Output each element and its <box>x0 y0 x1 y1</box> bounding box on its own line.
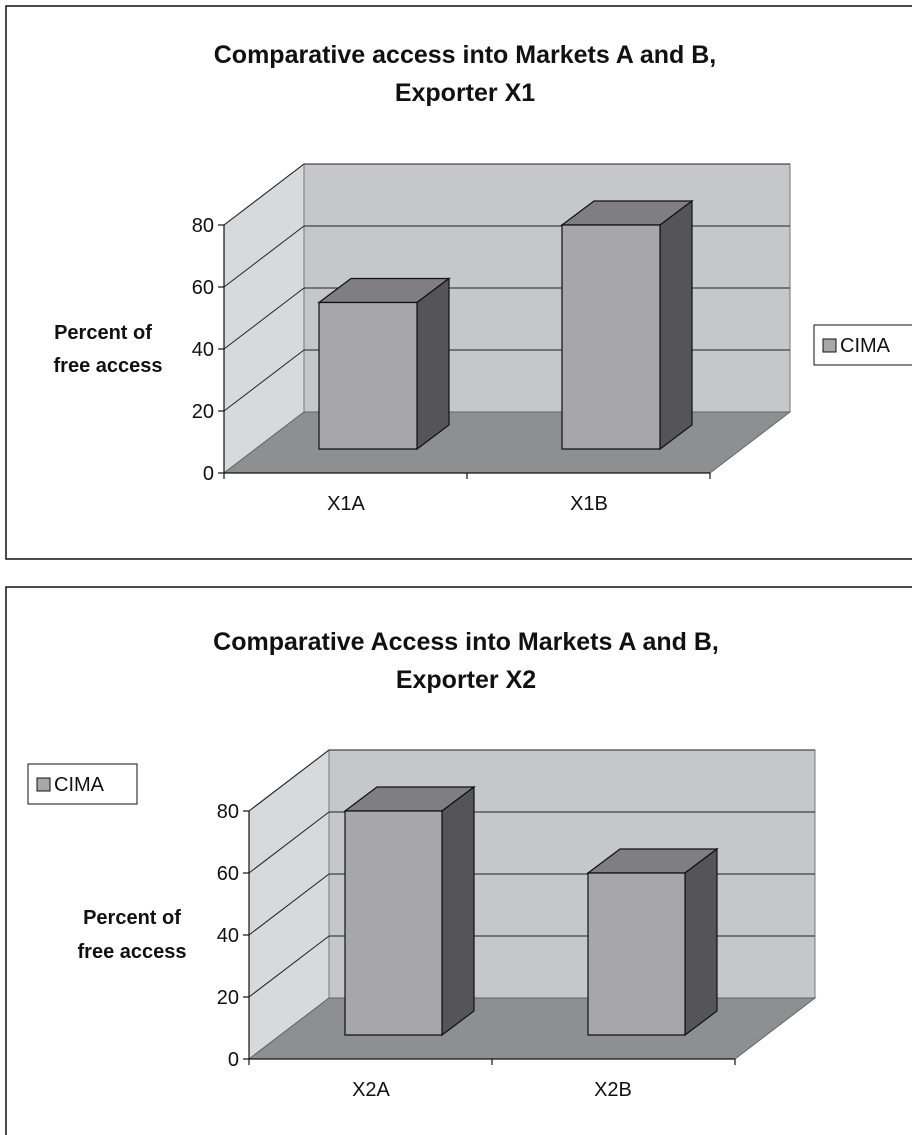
chart-1-bar-X1B <box>560 199 694 451</box>
chart-2-bar-X2A <box>343 785 476 1037</box>
chart-1-floor <box>222 411 792 474</box>
chart-1-bar-X1A-side <box>416 277 450 451</box>
c1-gridline-side-60 <box>223 225 305 288</box>
c2-gridline-side-20 <box>248 935 330 998</box>
c1-gridline-side-80 <box>223 163 305 226</box>
chart-2-bar-X2A-side <box>441 785 475 1037</box>
chart-1: Comparative access into Markets A and B,… <box>5 5 912 560</box>
chart-2-category-label-X2A: X2A <box>352 1079 390 1101</box>
chart-1-title-line-2: Exporter X1 <box>395 79 535 107</box>
chart-1-legend-swatch <box>822 338 837 353</box>
chart-2-title-line-2: Exporter X2 <box>396 666 536 694</box>
chart-2-y-axis-label-line-1: Percent of <box>83 907 181 929</box>
chart-2-bar-X2B <box>586 847 719 1037</box>
c1-y-tick-label-40: 40 <box>192 339 214 361</box>
chart-1-bar-X1B-side <box>659 199 693 451</box>
chart-1-y-axis-label-line-2: free access <box>54 355 163 377</box>
chart-2-plot: 0 20 40 60 80 X2A X2B <box>217 748 817 1101</box>
c1-gridline-side-40 <box>223 287 305 350</box>
chart-1-bar-X1B-front <box>561 224 661 450</box>
chart-1-legend: CIMA <box>813 324 912 366</box>
chart-2-legend: CIMA <box>27 763 138 805</box>
chart-2-legend-swatch <box>36 777 51 792</box>
chart-2-bar-X2B-side <box>684 847 718 1037</box>
chart-1-gridlines <box>223 163 790 412</box>
c1-y-tick-label-60: 60 <box>192 277 214 299</box>
chart-1-bar-X1A-front <box>318 301 418 450</box>
chart-1-legend-label: CIMA <box>840 335 891 357</box>
c2-y-tick-label-40: 40 <box>217 925 239 947</box>
chart-2-category-label-X2B: X2B <box>594 1079 632 1101</box>
chart-1-bar-X1A <box>317 277 451 451</box>
chart-2-title-line-1: Comparative Access into Markets A and B, <box>213 628 719 656</box>
chart-2-bar-X2A-front <box>344 810 443 1036</box>
c2-y-tick-label-20: 20 <box>217 987 239 1009</box>
c2-y-tick-label-80: 80 <box>217 801 239 823</box>
chart-1-y-axis-label-line-1: Percent of <box>54 322 152 344</box>
chart-1-category-label-X1A: X1A <box>327 493 365 515</box>
chart-2-floor <box>247 997 817 1060</box>
chart-2-bar-X2B-front <box>587 872 686 1036</box>
c2-y-tick-label-60: 60 <box>217 863 239 885</box>
chart-2-y-axis-label-line-2: free access <box>78 941 187 963</box>
c2-y-tick-label-0: 0 <box>228 1049 239 1071</box>
chart-1-title-line-1: Comparative access into Markets A and B, <box>214 41 717 69</box>
c2-gridline-side-60 <box>248 811 330 874</box>
c1-y-tick-label-80: 80 <box>192 215 214 237</box>
chart-2-ticks: 0 20 40 60 80 <box>217 801 736 1071</box>
chart-1-ticks: 0 20 40 60 80 <box>192 215 711 485</box>
c2-gridline-side-40 <box>248 873 330 936</box>
c2-gridline-side-80 <box>248 749 330 812</box>
c1-y-tick-label-0: 0 <box>203 463 214 485</box>
chart-1-plot: 0 20 40 60 80 X1A X1B <box>192 162 792 515</box>
chart-1-category-label-X1B: X1B <box>570 493 608 515</box>
chart-2-legend-label: CIMA <box>54 774 105 796</box>
c1-gridline-side-20 <box>223 349 305 412</box>
chart-2: Comparative Access into Markets A and B,… <box>5 586 912 1135</box>
c1-y-tick-label-20: 20 <box>192 401 214 423</box>
